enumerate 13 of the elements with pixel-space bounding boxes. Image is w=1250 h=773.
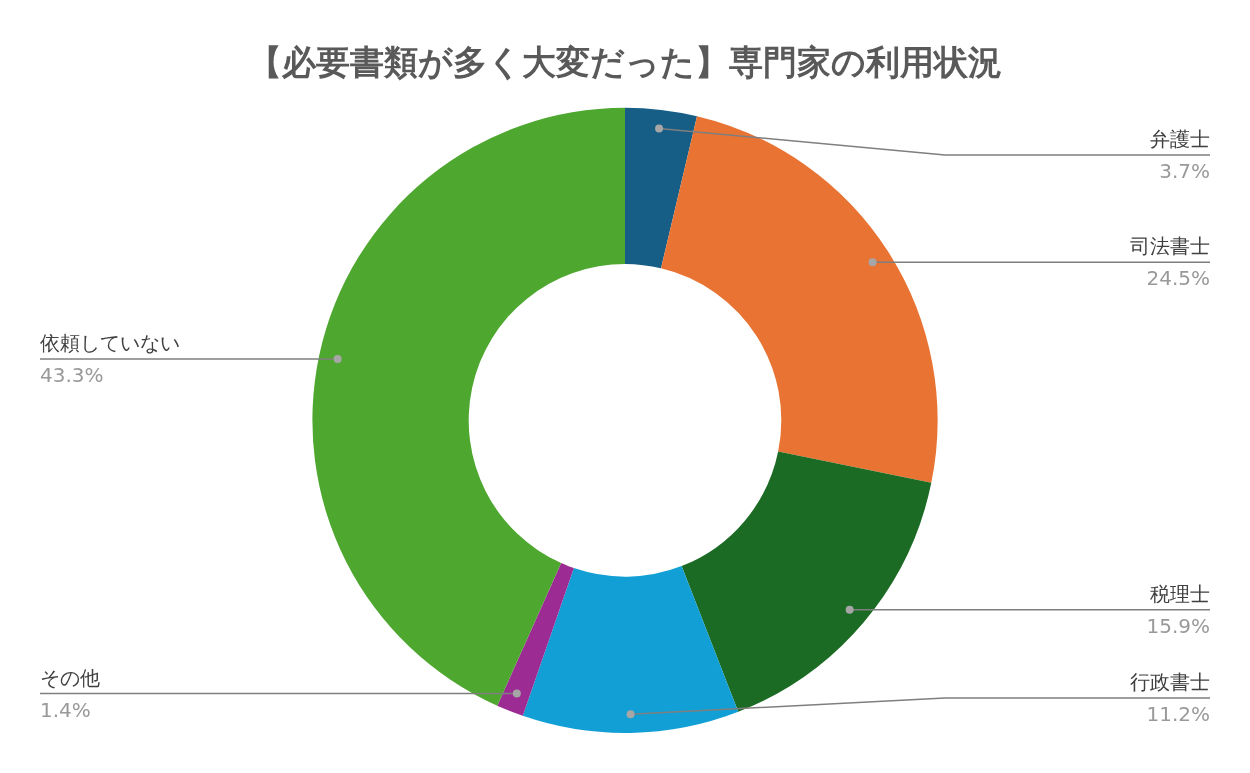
data-label: 1.4% — [40, 697, 91, 722]
data-label: 11.2% — [1146, 702, 1210, 727]
data-label: 24.5% — [1146, 266, 1210, 291]
slice-label: 税理士 — [1150, 582, 1210, 607]
data-label: 43.3% — [40, 363, 104, 388]
data-label: 15.9% — [1146, 614, 1210, 639]
slice-label: 依頼していない — [40, 331, 180, 356]
slice-label: 司法書士 — [1130, 234, 1210, 259]
chart-title: 【必要書類が多く大変だった】専門家の利用状況 — [248, 42, 1002, 83]
slice-label: 弁護士 — [1150, 127, 1210, 152]
data-label: 3.7% — [1159, 159, 1210, 184]
slice-label: 行政書士 — [1130, 670, 1210, 695]
slice-label: その他 — [40, 665, 100, 690]
